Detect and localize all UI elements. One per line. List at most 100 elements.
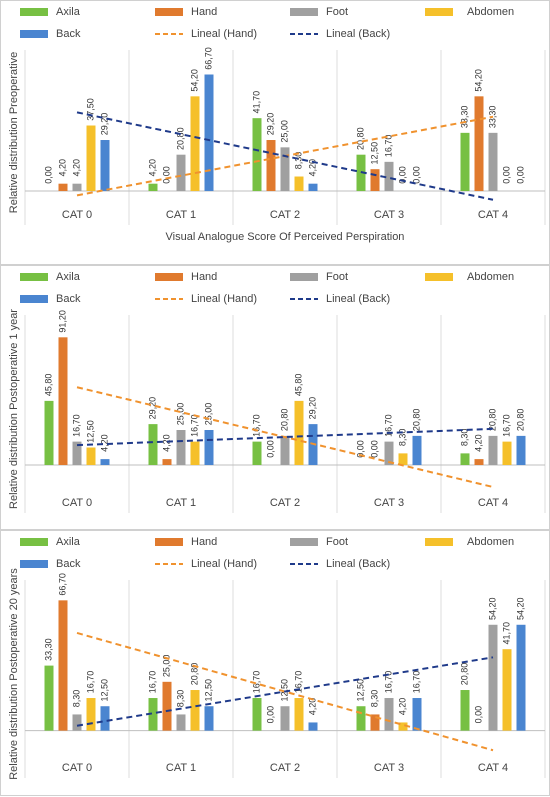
bar <box>44 400 54 465</box>
value-label: 16,70 <box>383 671 393 694</box>
bar <box>72 183 82 192</box>
value-label: 20,80 <box>355 127 365 150</box>
legend-swatch <box>20 30 48 38</box>
value-label: 4,20 <box>99 434 109 452</box>
bar <box>398 722 408 731</box>
value-label: 54,20 <box>473 69 483 92</box>
value-label: 12,50 <box>355 679 365 702</box>
x-axis-label: Visual Analogue Score Of Perceived Persp… <box>166 231 405 243</box>
value-label: 0,00 <box>161 166 171 184</box>
bar <box>308 722 318 731</box>
legend-label: Hand <box>191 6 217 18</box>
value-label: 8,30 <box>369 690 379 708</box>
value-label: 4,20 <box>307 698 317 716</box>
bar <box>204 706 214 731</box>
value-label: 8,30 <box>71 690 81 708</box>
bar <box>294 698 304 731</box>
value-label: 25,00 <box>279 120 289 143</box>
value-label: 25,00 <box>175 403 185 426</box>
value-label: 45,80 <box>293 374 303 397</box>
value-label: 4,20 <box>161 434 171 452</box>
x-tick-label: CAT 4 <box>478 497 508 509</box>
bar <box>58 337 68 465</box>
bar <box>86 447 96 465</box>
legend-swatch <box>290 538 318 546</box>
bar <box>384 161 394 192</box>
x-tick-label: CAT 0 <box>62 497 92 509</box>
trend-line <box>76 656 494 727</box>
x-tick-label: CAT 2 <box>270 762 300 774</box>
legend-label: Lineal (Hand) <box>191 558 257 570</box>
bar <box>384 441 394 465</box>
value-label: 16,70 <box>71 414 81 437</box>
y-axis-label: Relative distribution Preoperative <box>8 52 20 213</box>
bar <box>280 706 290 731</box>
bar <box>252 698 262 731</box>
bar <box>308 183 318 192</box>
value-label: 8,30 <box>397 429 407 447</box>
bar <box>148 183 158 192</box>
value-label: 0,00 <box>473 706 483 724</box>
bar <box>72 714 82 731</box>
value-label: 16,70 <box>85 671 95 694</box>
value-label: 91,20 <box>57 310 67 333</box>
value-label: 0,00 <box>369 440 379 458</box>
bar <box>370 714 380 731</box>
value-label: 0,00 <box>265 440 275 458</box>
bar <box>100 706 110 731</box>
bar <box>176 430 186 465</box>
value-label: 16,70 <box>293 671 303 694</box>
bar <box>204 430 214 465</box>
value-label: 0,00 <box>265 706 275 724</box>
legend-label: Foot <box>326 6 348 18</box>
bar <box>252 441 262 465</box>
x-tick-label: CAT 3 <box>374 497 404 509</box>
value-label: 37,50 <box>85 98 95 121</box>
legend-label: Lineal (Hand) <box>191 28 257 40</box>
legend-label: Hand <box>191 271 217 283</box>
bar <box>190 441 200 465</box>
value-label: 45,80 <box>43 374 53 397</box>
legend-label: Foot <box>326 271 348 283</box>
value-label: 29,20 <box>307 397 317 420</box>
value-label: 4,20 <box>57 159 67 177</box>
legend-label: Abdomen <box>467 6 514 18</box>
value-label: 0,00 <box>43 166 53 184</box>
legend-swatch <box>20 538 48 546</box>
bar <box>488 624 498 731</box>
legend-swatch <box>20 273 48 281</box>
value-label: 4,20 <box>397 698 407 716</box>
bar <box>100 459 110 465</box>
legend-label: Axila <box>56 6 81 18</box>
bar <box>86 125 96 192</box>
x-tick-label: CAT 0 <box>62 209 92 221</box>
bar <box>58 183 68 192</box>
legend-label: Back <box>56 28 81 40</box>
legend-swatch <box>425 8 453 16</box>
bar <box>488 132 498 192</box>
x-tick-label: CAT 4 <box>478 762 508 774</box>
value-label: 16,70 <box>147 671 157 694</box>
legend-swatch <box>155 273 183 281</box>
bar <box>176 154 186 192</box>
value-label: 66,70 <box>203 47 213 70</box>
value-label: 41,70 <box>251 91 261 114</box>
value-label: 25,00 <box>161 655 171 678</box>
bar <box>516 624 526 731</box>
bar <box>398 453 408 465</box>
bar <box>190 690 200 731</box>
value-label: 12,50 <box>369 142 379 165</box>
bar <box>280 147 290 192</box>
value-label: 4,20 <box>473 434 483 452</box>
value-label: 29,20 <box>147 397 157 420</box>
bar <box>162 459 172 465</box>
x-tick-label: CAT 1 <box>166 209 196 221</box>
value-label: 0,00 <box>397 166 407 184</box>
x-tick-label: CAT 2 <box>270 497 300 509</box>
bar <box>474 96 484 192</box>
legend-label: Lineal (Back) <box>326 558 390 570</box>
y-axis-label: Relative distribution Postoperative 1 ye… <box>8 309 20 509</box>
bar <box>204 74 214 192</box>
bar <box>460 132 470 192</box>
